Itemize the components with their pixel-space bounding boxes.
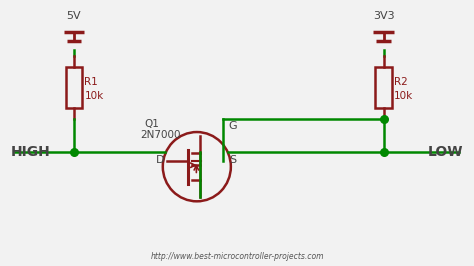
Text: http://www.best-microcontroller-projects.com: http://www.best-microcontroller-projects… (150, 252, 324, 261)
Text: Q1: Q1 (145, 119, 160, 129)
Text: R2: R2 (394, 77, 408, 86)
Text: 5V: 5V (67, 11, 81, 21)
Text: D: D (156, 155, 164, 165)
Text: 10k: 10k (394, 91, 413, 101)
Text: HIGH: HIGH (11, 145, 51, 159)
Text: G: G (228, 121, 237, 131)
Text: 10k: 10k (84, 91, 104, 101)
Text: S: S (230, 155, 237, 165)
Bar (375, 67, 392, 108)
Text: R1: R1 (84, 77, 98, 86)
Text: 2N7000: 2N7000 (140, 130, 181, 140)
Text: 3V3: 3V3 (373, 11, 394, 21)
Text: LOW: LOW (428, 145, 463, 159)
Bar (66, 67, 82, 108)
